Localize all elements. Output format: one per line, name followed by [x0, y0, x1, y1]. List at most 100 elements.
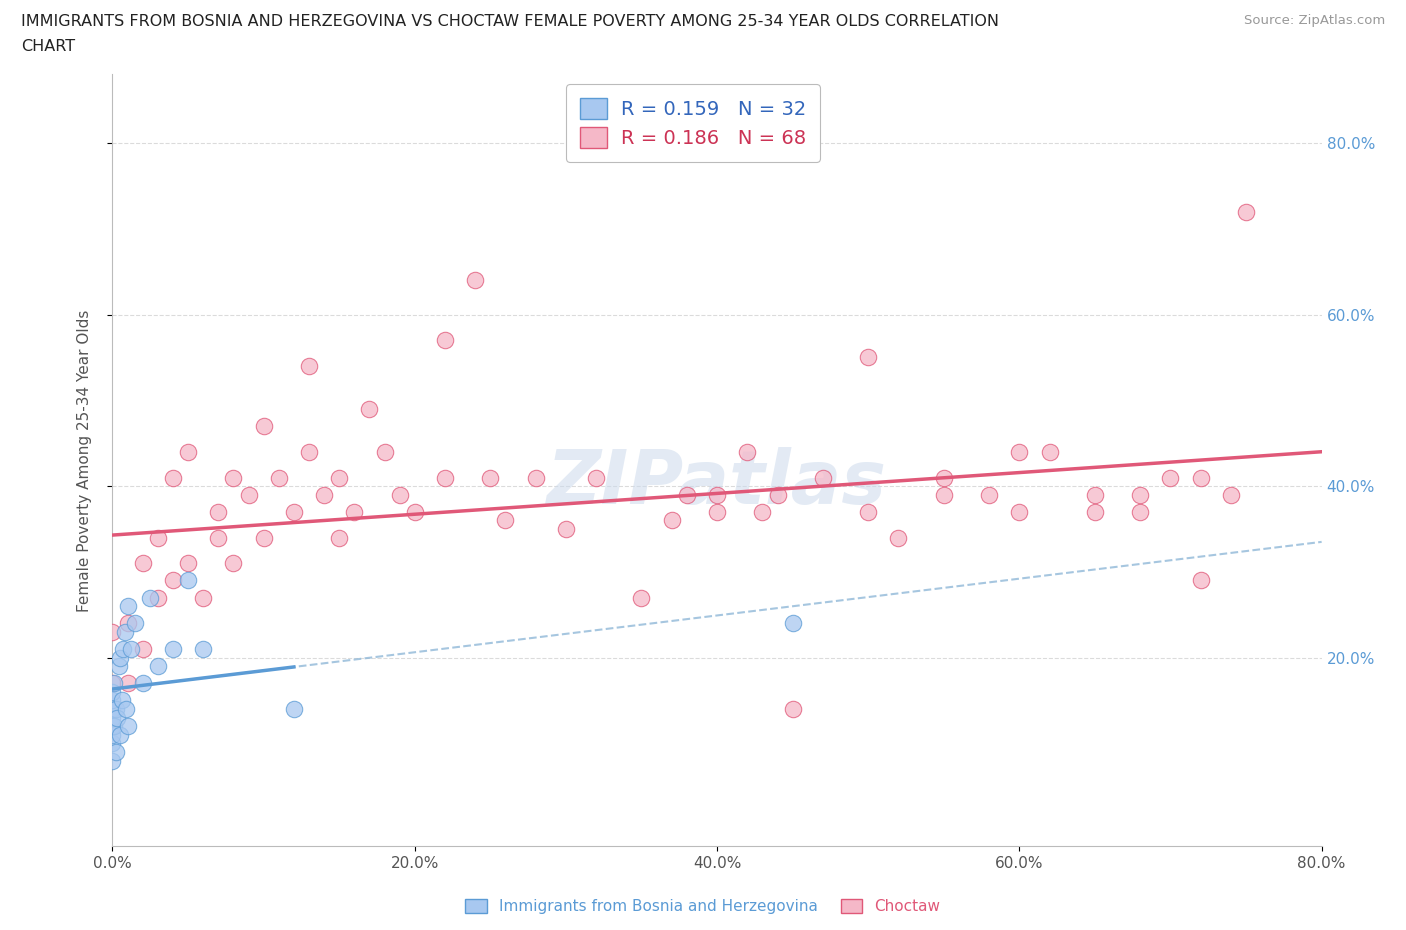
Point [374, 445, 396, 459]
Point [222, 470, 245, 485]
Point [811, 470, 834, 485]
Text: IMMIGRANTS FROM BOSNIA AND HERZEGOVINA VS CHOCTAW FEMALE POVERTY AMONG 25-34 YEA: IMMIGRANTS FROM BOSNIA AND HERZEGOVINA V… [21, 14, 1000, 29]
Point [107, 658, 129, 673]
Point [132, 556, 155, 571]
Point [117, 616, 139, 631]
Point [117, 676, 139, 691]
Point [105, 711, 128, 725]
Point [117, 599, 139, 614]
Point [108, 727, 131, 742]
Point [177, 573, 200, 588]
Point [108, 650, 131, 665]
Point [104, 745, 127, 760]
Point [103, 676, 125, 691]
Point [132, 676, 155, 691]
Point [675, 487, 697, 502]
Point [661, 513, 683, 528]
Point [977, 487, 1000, 502]
Point [766, 487, 789, 502]
Point [101, 624, 124, 639]
Point [101, 711, 124, 725]
Point [359, 402, 381, 417]
Text: CHART: CHART [21, 39, 75, 54]
Point [253, 530, 276, 545]
Point [207, 530, 229, 545]
Point [1220, 487, 1243, 502]
Point [524, 470, 547, 485]
Legend: R = 0.159   N = 32, R = 0.186   N = 68: R = 0.159 N = 32, R = 0.186 N = 68 [567, 84, 820, 162]
Point [283, 504, 305, 519]
Point [101, 727, 124, 742]
Point [1008, 504, 1031, 519]
Point [1008, 445, 1031, 459]
Point [222, 556, 245, 571]
Point [177, 556, 200, 571]
Point [433, 333, 456, 348]
Point [146, 658, 169, 673]
Point [132, 642, 155, 657]
Text: ZIPatlas: ZIPatlas [547, 447, 887, 520]
Point [1038, 445, 1062, 459]
Point [298, 359, 321, 374]
Point [706, 487, 728, 502]
Point [782, 616, 804, 631]
Point [932, 470, 955, 485]
Point [737, 445, 759, 459]
Point [162, 470, 184, 485]
Point [101, 736, 124, 751]
Point [101, 701, 124, 716]
Point [162, 573, 184, 588]
Point [238, 487, 260, 502]
Point [1084, 487, 1107, 502]
Point [115, 701, 138, 716]
Point [887, 530, 910, 545]
Point [267, 470, 290, 485]
Point [1234, 205, 1257, 219]
Point [751, 504, 773, 519]
Point [177, 445, 200, 459]
Point [146, 530, 169, 545]
Point [1129, 504, 1152, 519]
Point [162, 642, 184, 657]
Point [101, 753, 124, 768]
Point [630, 591, 652, 605]
Point [146, 591, 169, 605]
Point [1189, 573, 1212, 588]
Point [782, 701, 804, 716]
Point [856, 504, 880, 519]
Point [139, 591, 162, 605]
Point [1084, 504, 1107, 519]
Y-axis label: Female Poverty Among 25-34 Year Olds: Female Poverty Among 25-34 Year Olds [77, 309, 91, 612]
Point [404, 504, 426, 519]
Point [207, 504, 229, 519]
Point [101, 684, 124, 699]
Point [554, 522, 576, 537]
Point [328, 470, 350, 485]
Point [343, 504, 366, 519]
Point [101, 693, 124, 708]
Text: Source: ZipAtlas.com: Source: ZipAtlas.com [1244, 14, 1385, 27]
Point [585, 470, 607, 485]
Point [1159, 470, 1181, 485]
Point [120, 642, 142, 657]
Point [495, 513, 517, 528]
Legend: Immigrants from Bosnia and Herzegovina, Choctaw: Immigrants from Bosnia and Herzegovina, … [460, 893, 946, 921]
Point [101, 719, 124, 734]
Point [464, 272, 486, 287]
Point [110, 693, 132, 708]
Point [101, 676, 124, 691]
Point [104, 701, 127, 716]
Point [298, 445, 321, 459]
Point [124, 616, 146, 631]
Point [253, 418, 276, 433]
Point [932, 487, 955, 502]
Point [117, 719, 139, 734]
Point [283, 701, 305, 716]
Point [103, 719, 125, 734]
Point [479, 470, 502, 485]
Point [706, 504, 728, 519]
Point [328, 530, 350, 545]
Point [433, 470, 456, 485]
Point [191, 591, 214, 605]
Point [114, 624, 136, 639]
